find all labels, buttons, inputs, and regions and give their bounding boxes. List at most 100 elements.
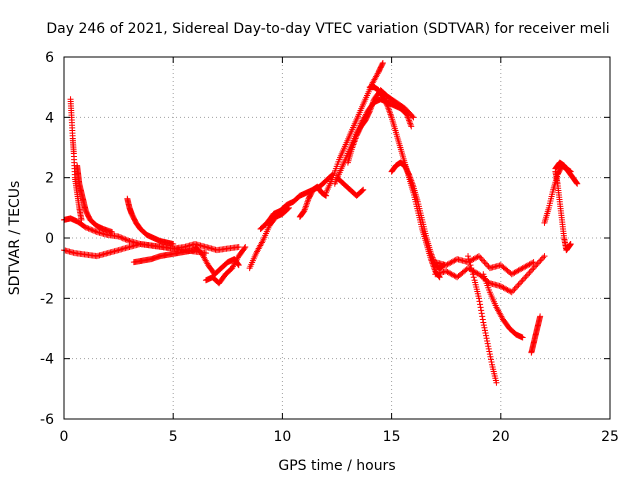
data-point (479, 313, 486, 320)
x-axis-label: GPS time / hours (278, 458, 395, 474)
x-tick-label: 10 (273, 429, 291, 445)
data-point (486, 351, 493, 358)
y-tick-label: -6 (40, 412, 54, 428)
data-point (466, 259, 473, 266)
data-point (465, 253, 472, 260)
data-points (61, 60, 581, 386)
data-point (519, 277, 526, 284)
data-point (574, 180, 581, 187)
data-point (123, 236, 130, 243)
y-tick-label: -2 (40, 291, 54, 307)
data-point (482, 330, 489, 337)
data-point (470, 274, 477, 281)
data-point (125, 237, 132, 244)
y-tick-label: 6 (45, 50, 54, 66)
data-point (405, 170, 412, 177)
data-point (360, 186, 367, 193)
data-point (478, 307, 485, 314)
data-point (487, 356, 494, 363)
data-point (481, 327, 488, 334)
data-point (516, 280, 523, 287)
data-point (488, 359, 495, 366)
data-point (573, 179, 580, 186)
data-point (477, 254, 484, 261)
data-point (379, 61, 386, 68)
data-point (479, 316, 486, 323)
data-point (480, 322, 487, 329)
data-point (121, 235, 128, 242)
data-point (409, 113, 416, 120)
data-point (109, 228, 116, 235)
data-point (359, 187, 366, 194)
y-tick-label: -4 (40, 352, 54, 368)
data-point (78, 216, 85, 223)
data-point (487, 353, 494, 360)
data-point (526, 269, 533, 276)
data-point (493, 379, 500, 386)
data-point (481, 324, 488, 331)
x-axis: 0 5 10 15 20 25 (60, 57, 619, 445)
data-point (527, 268, 534, 275)
data-point (567, 241, 574, 248)
data-point (475, 295, 482, 302)
data-point (482, 260, 489, 267)
data-point (530, 259, 537, 266)
data-point (486, 348, 493, 355)
data-point (84, 225, 91, 232)
x-tick-label: 0 (60, 429, 69, 445)
data-point (383, 101, 390, 108)
data-point (519, 334, 526, 341)
data-point (507, 288, 514, 295)
data-point (469, 271, 476, 278)
data-point (540, 254, 547, 261)
data-point (514, 283, 521, 290)
data-point (235, 244, 242, 251)
chart-title: Day 246 of 2021, Sidereal Day-to-day VTE… (46, 21, 609, 37)
data-point (512, 284, 519, 291)
y-axis: -6 -4 -2 0 2 4 6 (40, 50, 610, 428)
data-point (82, 224, 89, 231)
data-point (515, 281, 522, 288)
data-point (122, 236, 129, 243)
data-point (523, 272, 530, 279)
data-point (242, 244, 249, 251)
x-tick-label: 15 (383, 429, 401, 445)
data-point (485, 345, 492, 352)
data-point (521, 275, 528, 282)
data-point (485, 263, 492, 270)
data-point (522, 274, 529, 281)
data-point (468, 265, 475, 272)
data-point (484, 337, 491, 344)
data-point (541, 253, 548, 260)
data-point (477, 304, 484, 311)
data-point (481, 259, 488, 266)
data-point (89, 227, 96, 234)
x-tick-label: 20 (492, 429, 510, 445)
data-point (525, 271, 532, 278)
data-point (534, 260, 541, 267)
data-point (510, 287, 517, 294)
x-tick-label: 25 (601, 429, 619, 445)
y-tick-label: 2 (45, 171, 54, 187)
data-point (85, 225, 92, 232)
data-point (474, 253, 481, 260)
data-point (485, 343, 492, 350)
data-point (537, 257, 544, 264)
data-point (366, 109, 373, 116)
data-point (478, 310, 485, 317)
data-point (537, 313, 544, 320)
data-point (86, 226, 93, 233)
data-point (538, 256, 545, 263)
data-point (476, 298, 483, 305)
data-point (484, 262, 491, 269)
y-axis-label: SDTVAR / TECUs (7, 181, 23, 296)
y-tick-label: 4 (45, 110, 54, 126)
data-point (518, 278, 525, 285)
data-point (408, 123, 415, 130)
data-point (116, 234, 123, 241)
data-point (531, 263, 538, 270)
data-point (480, 319, 487, 326)
data-point (469, 268, 476, 275)
data-point (88, 226, 95, 233)
